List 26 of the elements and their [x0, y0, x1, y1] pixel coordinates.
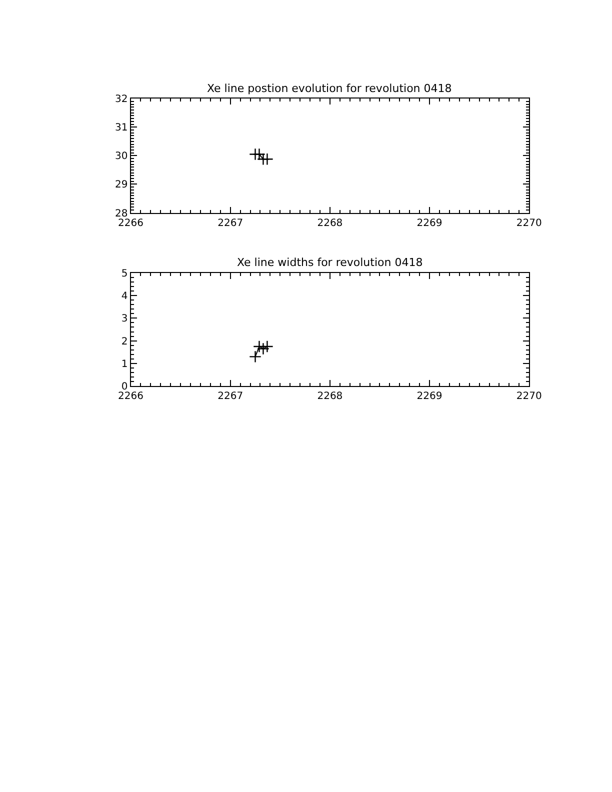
- y-tick-label: 32: [115, 94, 128, 106]
- y-tick-label: 28: [115, 208, 128, 220]
- point: [257, 342, 270, 355]
- x-tick-label: 2267: [218, 391, 244, 402]
- y-tick-label: 3: [121, 314, 128, 325]
- x-tick-label: 2268: [317, 218, 343, 229]
- x-tick-label: 2269: [416, 391, 442, 402]
- chart-title: Xe line widths for revolution 0418: [237, 256, 423, 269]
- y-tick-label: 5: [121, 268, 128, 280]
- x-tick-label: 2267: [218, 218, 244, 229]
- y-tick-label: 31: [115, 122, 128, 134]
- point: [249, 350, 262, 363]
- x-tick-label: 2266: [118, 218, 144, 229]
- x-tick-label: 2269: [416, 218, 442, 229]
- y-tick-label: 30: [115, 151, 128, 162]
- x-tick-label: 2266: [118, 391, 144, 402]
- y-tick-label: 0: [121, 382, 128, 393]
- y-tick-label: 4: [121, 291, 128, 302]
- y-tick-label: 1: [121, 358, 128, 370]
- point: [261, 340, 274, 353]
- chart-title: Xe line postion evolution for revolution 0418: [207, 82, 452, 95]
- y-tick-label: 29: [115, 180, 128, 191]
- y-tick-label: 2: [121, 336, 128, 348]
- x-tick-label: 2268: [317, 391, 343, 402]
- x-tick-label: 2270: [516, 218, 542, 229]
- x-tick-label: 2270: [516, 391, 542, 402]
